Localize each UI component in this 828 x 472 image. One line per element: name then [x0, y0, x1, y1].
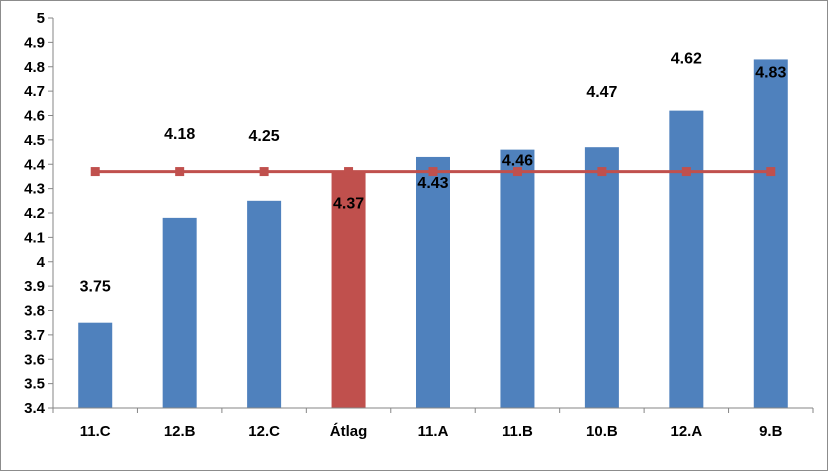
x-tick-label: 12.B [164, 423, 196, 440]
y-tick-label: 4.1 [24, 229, 45, 246]
y-tick-label: 4.8 [24, 59, 45, 76]
average-line-marker [259, 167, 269, 177]
y-tick-label: 4.4 [24, 156, 46, 173]
bar--tlag [331, 171, 366, 408]
data-label: 4.37 [333, 196, 364, 213]
x-axis: 11.C 12.B 12.C Átlag 11.A 11.B 10.B 12.A 9.B [52, 407, 814, 440]
y-tick-label: 3.9 [24, 278, 45, 295]
x-tick-label: 11.C [80, 423, 111, 440]
average-line-marker [90, 167, 100, 177]
data-label: 4.47 [586, 84, 617, 101]
bar-12-c [247, 200, 282, 408]
x-tick-label: 12.C [248, 423, 280, 440]
data-label: 4.83 [755, 64, 786, 81]
x-tick-label: Átlag [330, 423, 368, 440]
data-label: 4.18 [164, 126, 195, 143]
y-tick-label: 3.7 [24, 327, 45, 344]
data-label: 4.62 [671, 51, 702, 68]
bar-12-a [669, 110, 704, 408]
y-tick-label: 3.6 [24, 351, 45, 368]
data-label: 4.25 [249, 128, 280, 145]
y-tick-label: 5 [37, 10, 45, 27]
average-line-marker [428, 167, 438, 177]
bar-10-b [584, 147, 619, 408]
average-line-marker [681, 167, 691, 177]
average-line-marker [344, 167, 354, 177]
y-tick-label: 4.2 [24, 205, 45, 222]
data-label: 3.75 [80, 279, 111, 296]
x-tick-label: 12.A [670, 423, 702, 440]
y-tick-label: 4.6 [24, 108, 45, 125]
y-tick-label: 4.5 [24, 132, 45, 149]
y-tick-label: 4.3 [24, 181, 45, 198]
bar-12-b [162, 217, 197, 408]
bar-11-b [500, 149, 535, 408]
bar-11-c [78, 322, 113, 408]
average-line [90, 167, 776, 177]
data-labels: 3.75 4.18 4.25 4.37 4.43 4.46 4.47 4.62 4.83 [80, 51, 787, 296]
y-tick-label: 3.4 [24, 400, 46, 417]
y-axis: 3.4 3.5 3.6 3.7 3.8 3.9 4 4.1 4.2 4.3 4.4 4.5 4.6 4.7… [24, 10, 54, 417]
x-tick-label: 11.A [418, 423, 449, 440]
data-label: 4.43 [417, 175, 448, 192]
y-tick-label: 4.7 [24, 83, 45, 100]
average-line-marker [597, 167, 607, 177]
average-line-marker [512, 167, 522, 177]
x-tick-label: 11.B [502, 423, 533, 440]
bar-9-b [753, 59, 788, 408]
bars [78, 59, 788, 408]
average-line-marker [175, 167, 185, 177]
x-tick-label: 9.B [759, 423, 783, 440]
x-tick-label: 10.B [586, 423, 618, 440]
y-tick-label: 3.8 [24, 303, 45, 320]
y-tick-label: 4 [37, 254, 46, 271]
y-tick-label: 4.9 [24, 34, 45, 51]
y-tick-label: 3.5 [24, 376, 45, 393]
bar-11-a [416, 156, 450, 408]
data-label: 4.46 [502, 153, 533, 170]
average-line-marker [766, 167, 776, 177]
